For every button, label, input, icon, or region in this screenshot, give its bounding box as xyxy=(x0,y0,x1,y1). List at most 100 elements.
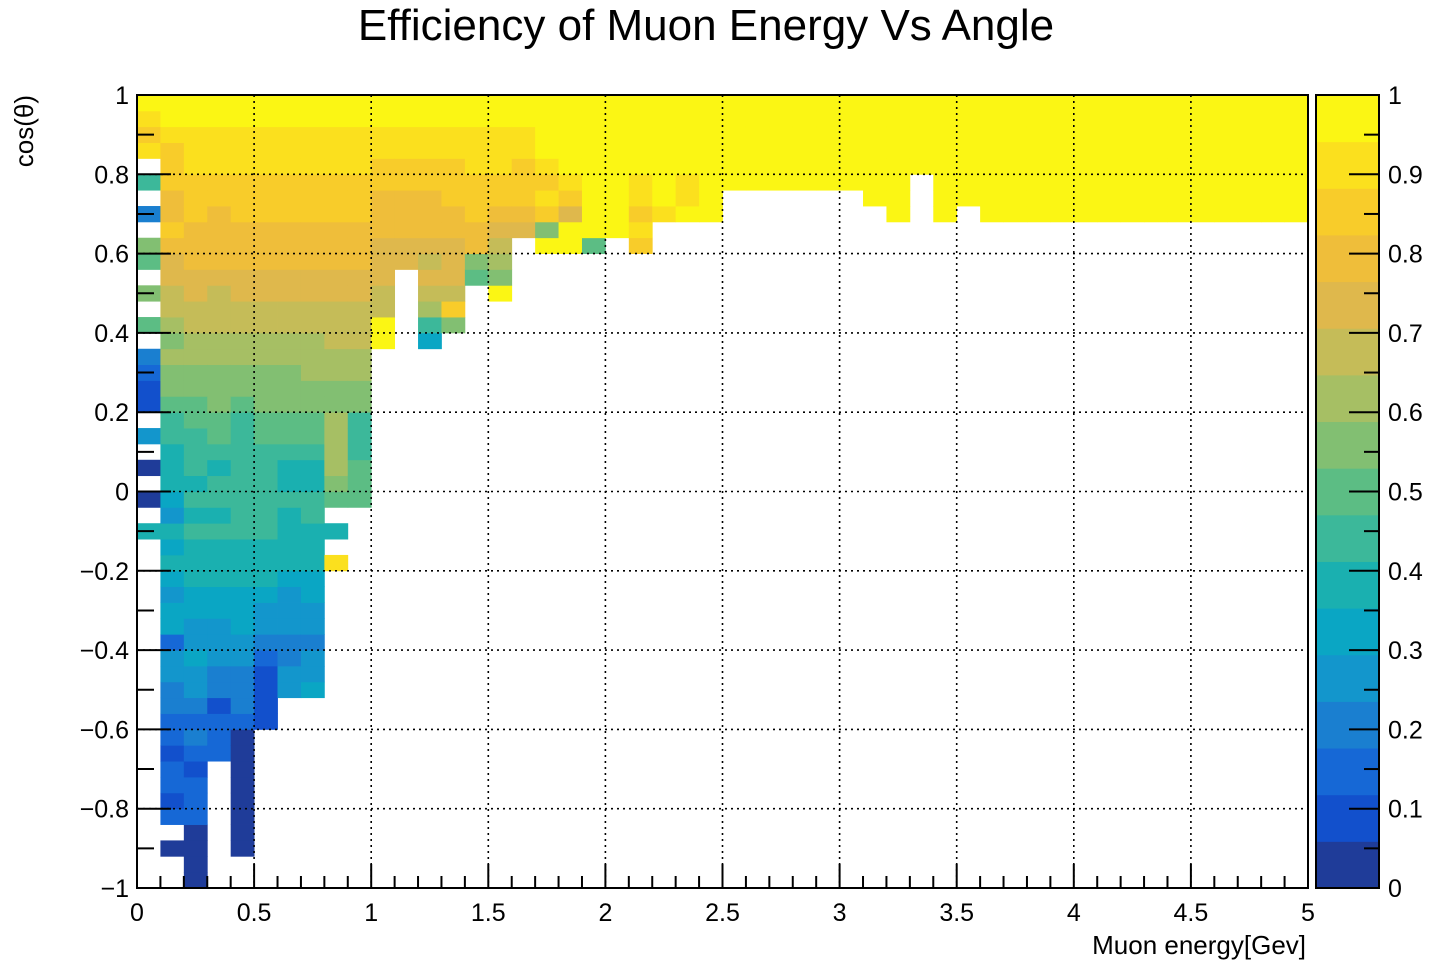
heatmap-cell xyxy=(347,142,372,159)
heatmap-cell xyxy=(207,665,232,683)
heatmap-cell xyxy=(1050,158,1075,175)
heatmap-cell xyxy=(1284,95,1309,112)
heatmap-cell xyxy=(324,380,349,397)
heatmap-cell xyxy=(1144,206,1168,223)
heatmap-cell xyxy=(839,110,864,128)
y-tick-label: 0.8 xyxy=(94,161,129,189)
heatmap-cell xyxy=(137,317,161,334)
heatmap-cell xyxy=(769,158,794,175)
heatmap-cell xyxy=(933,110,958,128)
y-tick-label: 1 xyxy=(115,82,129,110)
heatmap-cell xyxy=(933,158,958,175)
heatmap-cell xyxy=(277,634,302,651)
heatmap-cell xyxy=(1050,110,1075,128)
heatmap-cell xyxy=(980,206,1004,223)
heatmap-cell xyxy=(1261,190,1285,207)
heatmap-cell xyxy=(441,237,466,254)
heatmap-cell xyxy=(394,221,419,239)
heatmap-cell xyxy=(1261,174,1285,191)
heatmap-cell xyxy=(769,126,794,143)
heatmap-cell xyxy=(230,507,255,524)
heatmap-cell xyxy=(933,95,958,112)
heatmap-cell xyxy=(324,412,349,429)
heatmap-cell xyxy=(230,174,255,191)
color-scale-band xyxy=(1316,281,1379,329)
color-scale-band xyxy=(1316,748,1379,796)
heatmap-cell xyxy=(558,126,583,143)
heatmap-cell xyxy=(160,380,185,397)
heatmap-cell xyxy=(839,126,864,143)
heatmap-cell xyxy=(160,253,185,270)
color-scale-label: 0.3 xyxy=(1388,637,1423,665)
heatmap-cell xyxy=(347,396,372,413)
heatmap-cell xyxy=(160,158,185,175)
heatmap-cell xyxy=(394,206,419,223)
heatmap-cell xyxy=(277,586,302,603)
heatmap-cell xyxy=(418,110,442,128)
heatmap-cell xyxy=(1237,206,1262,223)
heatmap-cell xyxy=(230,634,255,651)
heatmap-cell xyxy=(324,285,349,302)
heatmap-cell xyxy=(464,253,489,270)
heatmap-cell xyxy=(230,523,255,540)
heatmap-cell xyxy=(183,364,208,381)
heatmap-cell xyxy=(371,269,396,286)
heatmap-cell xyxy=(300,443,325,461)
heatmap-cell xyxy=(371,190,396,207)
heatmap-cell xyxy=(535,95,559,112)
heatmap-cell xyxy=(183,570,208,588)
heatmap-cell xyxy=(160,142,185,159)
heatmap-cell xyxy=(628,174,653,191)
heatmap-cell xyxy=(207,729,232,746)
heatmap-cell xyxy=(1261,158,1285,175)
heatmap-cell xyxy=(160,174,185,191)
heatmap-cell xyxy=(254,539,278,556)
heatmap-cell xyxy=(558,221,583,239)
heatmap-cell xyxy=(137,459,161,477)
heatmap-cell xyxy=(207,158,232,175)
heatmap-cell xyxy=(183,792,208,810)
heatmap-cell xyxy=(371,174,396,191)
heatmap-cell xyxy=(230,317,255,334)
y-tick-label: −0.6 xyxy=(80,716,129,744)
heatmap-cell xyxy=(277,269,302,286)
heatmap-cell xyxy=(816,158,840,175)
heatmap-cell xyxy=(230,428,255,445)
heatmap-cell xyxy=(254,237,278,254)
heatmap-cell xyxy=(1167,142,1192,159)
heatmap-cell xyxy=(254,364,278,381)
heatmap-cell xyxy=(980,174,1004,191)
heatmap-cell xyxy=(886,126,911,143)
heatmap-cell xyxy=(980,110,1004,128)
color-scale xyxy=(1316,95,1379,889)
heatmap-cell xyxy=(207,142,232,159)
heatmap-cell xyxy=(183,745,208,762)
heatmap-cell xyxy=(183,348,208,366)
heatmap-cell xyxy=(207,554,232,572)
heatmap-cell xyxy=(605,174,630,191)
heatmap-cell xyxy=(277,507,302,524)
heatmap-cell xyxy=(558,110,583,128)
heatmap-cell xyxy=(207,428,232,445)
heatmap-cell xyxy=(488,174,513,191)
heatmap-cell xyxy=(324,301,349,318)
heatmap-cell xyxy=(254,332,278,350)
heatmap-cell xyxy=(183,285,208,302)
heatmap-cell xyxy=(254,348,278,366)
heatmap-cell xyxy=(1190,110,1215,128)
heatmap-cell xyxy=(1144,158,1168,175)
heatmap-cell xyxy=(418,253,442,270)
heatmap-cell xyxy=(300,650,325,667)
heatmap-cell xyxy=(839,158,864,175)
color-scale-band xyxy=(1316,701,1379,749)
heatmap-cell xyxy=(1261,142,1285,159)
heatmap-cell xyxy=(816,142,840,159)
heatmap-cell xyxy=(207,650,232,667)
heatmap-cell xyxy=(277,158,302,175)
heatmap-cell xyxy=(183,776,208,794)
heatmap-cell xyxy=(1167,110,1192,128)
heatmap-cell xyxy=(254,412,278,429)
heatmap-cell xyxy=(347,428,372,445)
color-scale-labels: 0 0.1 0.2 0.3 0.4 0.5 0.6 0.7 0.8 0.9 1 xyxy=(1388,82,1423,903)
heatmap-cell xyxy=(745,110,770,128)
